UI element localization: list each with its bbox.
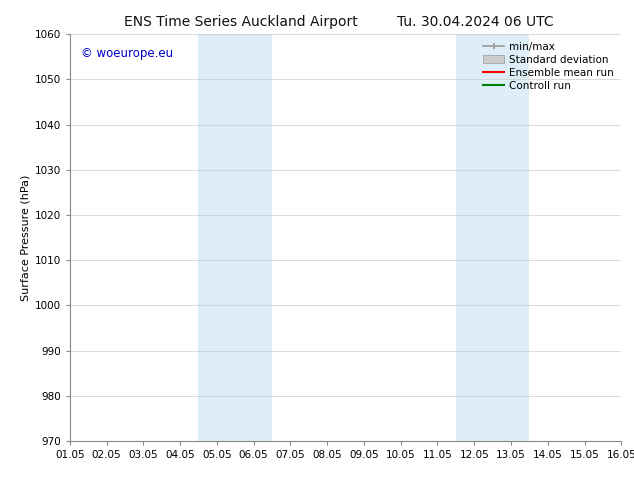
- Text: © woeurope.eu: © woeurope.eu: [81, 47, 173, 59]
- Text: Tu. 30.04.2024 06 UTC: Tu. 30.04.2024 06 UTC: [397, 15, 554, 29]
- Text: ENS Time Series Auckland Airport: ENS Time Series Auckland Airport: [124, 15, 358, 29]
- Bar: [456, 34, 529, 441]
- Legend: min/max, Standard deviation, Ensemble mean run, Controll run: min/max, Standard deviation, Ensemble me…: [479, 37, 618, 95]
- Bar: [198, 34, 272, 441]
- Y-axis label: Surface Pressure (hPa): Surface Pressure (hPa): [20, 174, 30, 301]
